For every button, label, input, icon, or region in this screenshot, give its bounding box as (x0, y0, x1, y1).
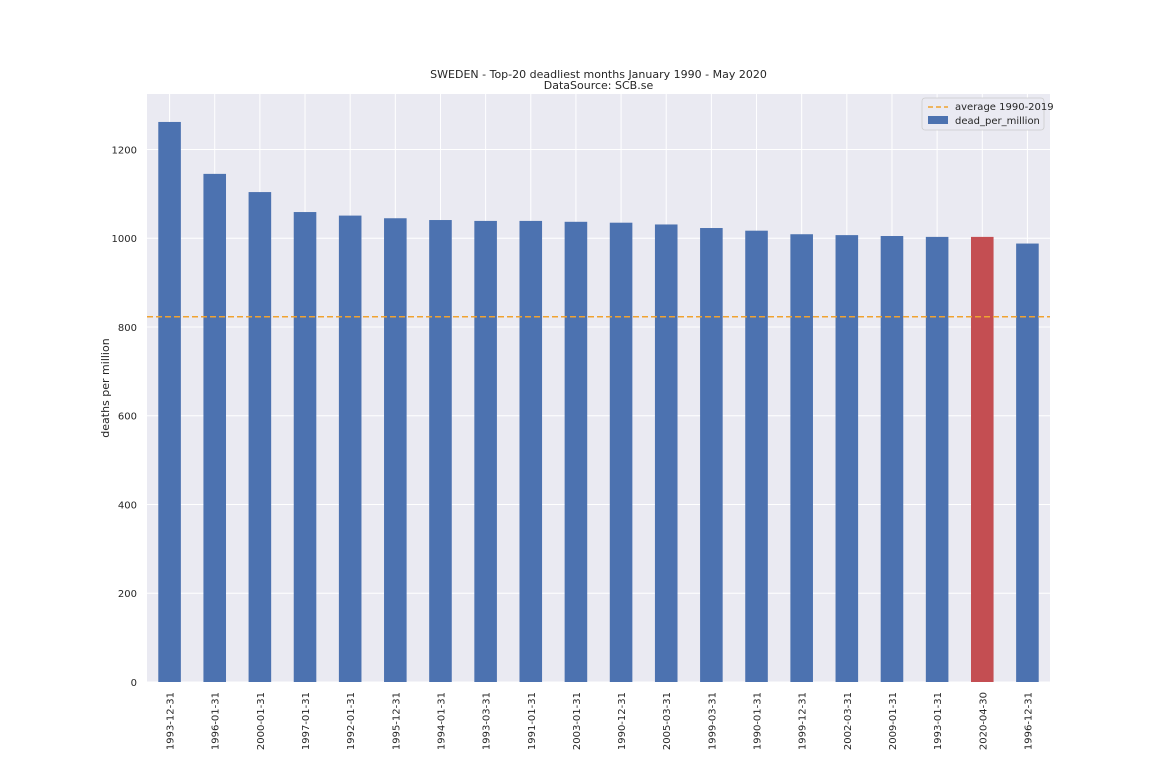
x-tick-label: 1999-03-31 (707, 692, 718, 750)
chart-title: SWEDEN - Top-20 deadliest months January… (430, 68, 767, 81)
x-tick-label: 1996-01-31 (211, 692, 222, 750)
x-tick-label: 2020-04-30 (978, 692, 989, 750)
bar-1993-12-31 (158, 121, 181, 682)
y-tick-label: 0 (131, 678, 137, 689)
plot-area (147, 94, 1050, 682)
y-tick-label: 600 (118, 412, 137, 423)
bar-1994-01-31 (429, 220, 452, 683)
bar-1991-01-31 (519, 220, 543, 682)
x-tick-label: 1993-03-31 (482, 692, 493, 750)
x-tick-label: 2003-01-31 (572, 692, 583, 750)
bar-1996-12-31 (1016, 243, 1039, 682)
legend: average 1990-2019 dead_per_million (921, 97, 1054, 131)
bars (158, 121, 1039, 683)
y-axis-label: deaths per million (99, 338, 112, 437)
x-tick-label: 1991-01-31 (527, 692, 538, 750)
legend-label-bars: dead_per_million (955, 116, 1040, 127)
y-tick-label: 400 (118, 500, 137, 511)
bar-1993-03-31 (474, 220, 497, 682)
bar-1990-01-31 (745, 230, 768, 683)
x-tick-label: 1999-12-31 (798, 692, 809, 750)
bar-2005-03-31 (654, 224, 678, 683)
bar-1993-01-31 (925, 236, 949, 683)
x-tick-label: 2005-03-31 (662, 692, 673, 750)
x-tick-label: 1993-12-31 (166, 692, 177, 750)
bar-1999-12-31 (790, 234, 813, 682)
legend-label-average: average 1990-2019 (955, 102, 1054, 113)
x-axis-ticks: 1993-12-31 1996-01-31 2000-01-31 1997-01-31… (166, 692, 1035, 750)
bar-2000-01-31 (248, 192, 272, 682)
x-tick-label: 1994-01-31 (436, 692, 447, 750)
x-tick-label: 1992-01-31 (346, 692, 357, 750)
y-tick-label: 1000 (112, 234, 137, 245)
x-tick-label: 1997-01-31 (301, 692, 312, 750)
x-tick-label: 1993-01-31 (933, 692, 944, 750)
bar-1997-01-31 (293, 212, 317, 683)
y-tick-label: 800 (118, 323, 137, 334)
bar-1999-03-31 (700, 228, 723, 682)
x-tick-label: 1996-12-31 (1023, 692, 1034, 750)
bar-2002-03-31 (835, 235, 859, 682)
x-tick-label: 2002-03-31 (843, 692, 854, 750)
x-tick-label: 1990-01-31 (753, 692, 764, 750)
x-tick-label: 1990-12-31 (617, 692, 628, 750)
bar-1995-12-31 (384, 218, 407, 683)
x-tick-label: 2000-01-31 (256, 692, 267, 750)
chart-subtitle: DataSource: SCB.se (544, 79, 654, 92)
x-tick-label: 2009-01-31 (888, 692, 899, 750)
bar-1996-01-31 (203, 173, 227, 682)
bar-2003-01-31 (564, 221, 588, 682)
y-tick-label: 1200 (112, 145, 137, 156)
bar-1992-01-31 (338, 215, 362, 682)
x-tick-label: 1995-12-31 (391, 692, 402, 750)
y-axis-ticks: 0 200 400 600 800 1000 1200 (112, 145, 137, 689)
legend-swatch-bars (928, 116, 948, 124)
bar-1990-12-31 (609, 222, 633, 682)
bar-2009-01-31 (880, 236, 904, 682)
bar-2020-04-30 (970, 236, 994, 683)
y-tick-label: 200 (118, 589, 137, 600)
legend-box (921, 97, 1045, 131)
